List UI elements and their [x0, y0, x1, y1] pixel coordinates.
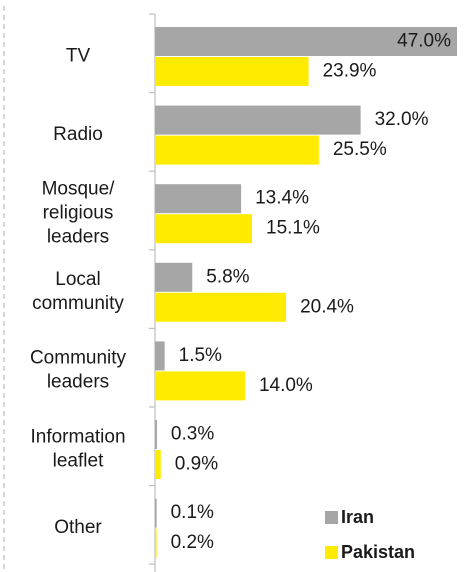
data-label-iran: 0.3%	[171, 424, 214, 445]
bar-pakistan	[155, 214, 253, 244]
legend-label-pakistan: Pakistan	[341, 542, 415, 562]
bars	[155, 27, 457, 558]
bar-iran	[155, 262, 193, 292]
bar-pakistan	[155, 528, 157, 558]
bar-iran	[155, 105, 361, 135]
category-label: Other	[54, 517, 102, 538]
data-label-pakistan: 23.9%	[323, 61, 377, 82]
bar-pakistan	[155, 57, 309, 86]
category-label: TV	[66, 45, 91, 66]
data-label-iran: 1.5%	[179, 345, 222, 366]
data-label-pakistan: 0.9%	[175, 454, 218, 475]
data-label-iran: 0.1%	[171, 502, 214, 523]
data-label-pakistan: 14.0%	[259, 375, 313, 396]
legend-swatch-pakistan	[325, 546, 338, 559]
data-label-iran: 13.4%	[255, 188, 309, 209]
bar-iran	[155, 341, 165, 371]
category-label: Mosque/religious leaders	[42, 179, 116, 248]
data-labels: 47.0% 32.0% 13.4% 5.8% 1.5% 0.3% 0.1% 23.9% 25.5…	[171, 31, 452, 554]
data-label-pakistan: 0.2%	[171, 532, 214, 553]
legend-label-iran: Iran	[341, 507, 374, 527]
bar-iran	[155, 420, 157, 449]
bar-iran	[155, 184, 242, 214]
bar-iran	[155, 498, 157, 528]
category-label: Information leaflet	[30, 426, 125, 471]
data-label-iran: 32.0%	[375, 109, 429, 130]
bar-pakistan	[155, 135, 319, 165]
data-label-pakistan: 20.4%	[300, 296, 354, 317]
data-label-pakistan: 15.1%	[266, 218, 320, 239]
bar-iran	[155, 27, 457, 56]
bar-pakistan	[155, 371, 245, 401]
data-label-iran: 5.8%	[206, 266, 249, 287]
category-label: Community leaders	[30, 348, 127, 393]
category-axis	[149, 13, 156, 572]
category-label: Local community	[32, 269, 124, 314]
bar-pakistan	[155, 450, 161, 479]
category-label: Radio	[53, 124, 103, 145]
bar-pakistan	[155, 292, 287, 322]
category-labels: TV Radio Mosque/religious leaders Local commu…	[30, 45, 127, 538]
data-label-pakistan: 25.5%	[333, 139, 387, 160]
data-label-iran: 47.0%	[397, 31, 451, 52]
legend-swatch-iran	[325, 511, 338, 524]
legend: Iran Pakistan	[325, 507, 415, 562]
